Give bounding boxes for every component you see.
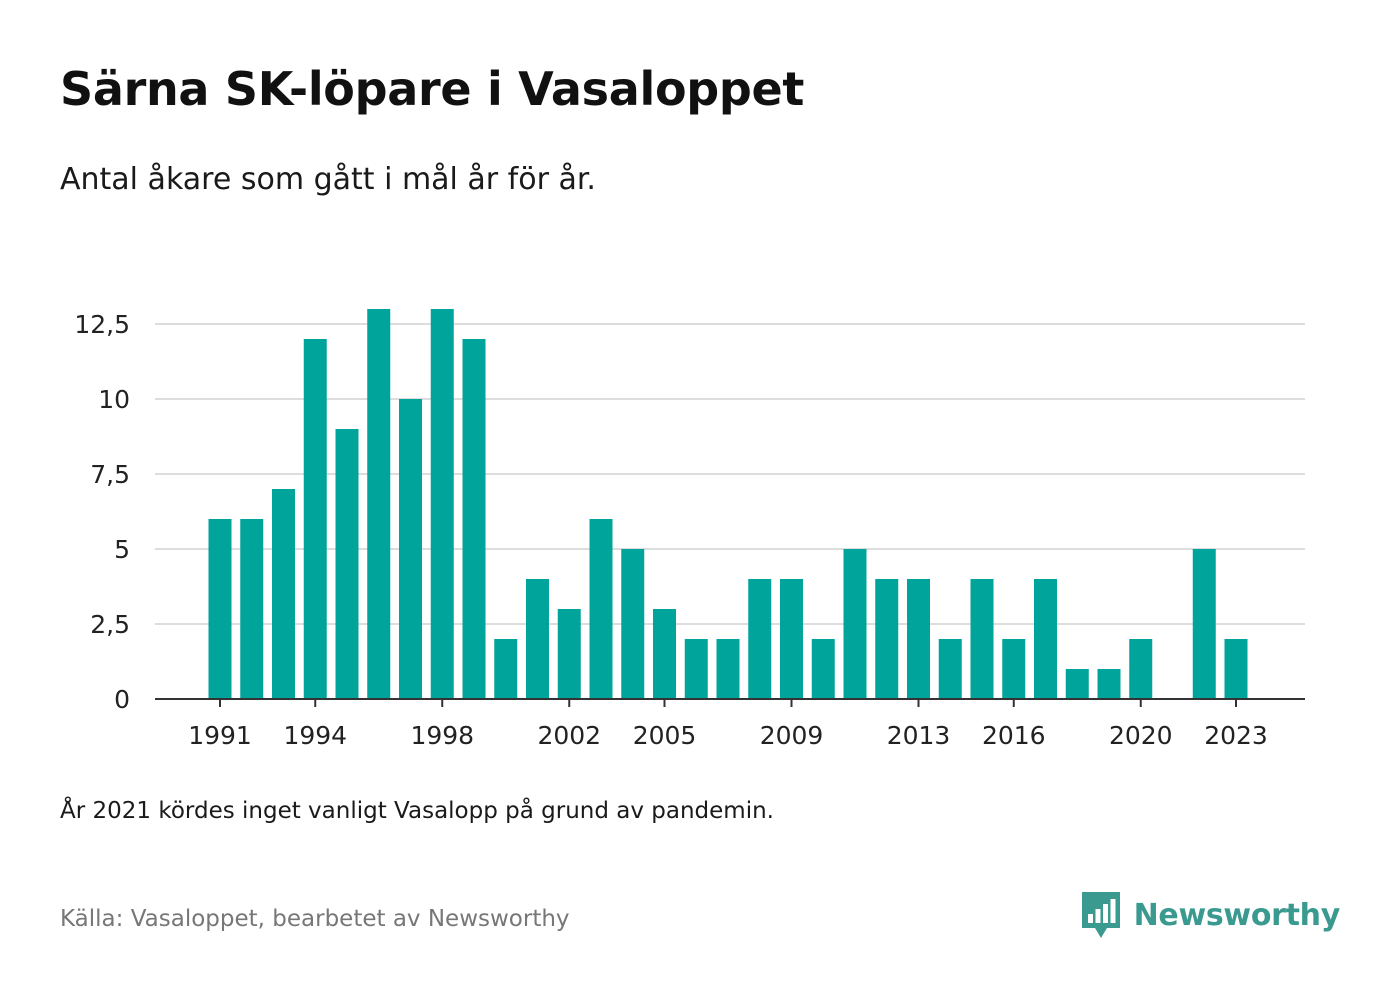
x-tick-label: 1994 bbox=[283, 721, 347, 750]
bar-2016 bbox=[1002, 639, 1026, 699]
y-tick-label: 5 bbox=[114, 535, 130, 564]
chart-subtitle: Antal åkare som gått i mål år för år. bbox=[60, 162, 596, 197]
bar-2006 bbox=[684, 639, 708, 699]
bar-2014 bbox=[938, 639, 962, 699]
x-tick-label: 1991 bbox=[188, 721, 252, 750]
x-tick-label: 2020 bbox=[1109, 721, 1173, 750]
bar-2015 bbox=[970, 579, 994, 699]
y-tick-label: 10 bbox=[98, 385, 130, 414]
bar-2020 bbox=[1129, 639, 1153, 699]
chart-note: År 2021 kördes inget vanligt Vasalopp på… bbox=[60, 798, 774, 824]
bar-1993 bbox=[272, 489, 295, 699]
source-text: Källa: Vasaloppet, bearbetet av Newswort… bbox=[60, 906, 570, 932]
bar-2004 bbox=[621, 549, 645, 699]
bar-2012 bbox=[875, 579, 899, 699]
bar-2018 bbox=[1065, 669, 1089, 699]
bar-1992 bbox=[240, 519, 264, 699]
bar-1999 bbox=[462, 339, 486, 699]
bar-2003 bbox=[589, 519, 613, 699]
x-tick-label: 2002 bbox=[537, 721, 601, 750]
bar-2022 bbox=[1192, 549, 1216, 699]
x-tick-label: 2016 bbox=[982, 721, 1046, 750]
bar-2009 bbox=[780, 579, 803, 699]
bar-1995 bbox=[335, 429, 359, 699]
x-tick-label: 1998 bbox=[410, 721, 474, 750]
bar-2011 bbox=[843, 549, 867, 699]
newsworthy-logo-icon bbox=[1081, 892, 1120, 938]
bar-2007 bbox=[716, 639, 740, 699]
bar-2001 bbox=[526, 579, 549, 699]
bar-2008 bbox=[748, 579, 772, 699]
brand-name: Newsworthy bbox=[1133, 897, 1341, 933]
bar-2019 bbox=[1097, 669, 1121, 699]
y-tick-label: 12,5 bbox=[74, 310, 130, 339]
bar-2000 bbox=[494, 639, 518, 699]
bar-2017 bbox=[1034, 579, 1057, 699]
bar-1994 bbox=[303, 339, 327, 699]
bar-1996 bbox=[367, 309, 391, 699]
x-tick-label: 2013 bbox=[887, 721, 951, 750]
bar-2005 bbox=[653, 609, 676, 699]
y-tick-label: 0 bbox=[114, 685, 130, 714]
bar-2023 bbox=[1224, 639, 1248, 699]
bar-2013 bbox=[907, 579, 930, 699]
newsworthy-brand: Newsworthy bbox=[1080, 890, 1340, 940]
bar-1997 bbox=[399, 399, 422, 699]
bar-1998 bbox=[430, 309, 454, 699]
bar-2002 bbox=[557, 609, 581, 699]
y-tick-label: 7,5 bbox=[90, 460, 130, 489]
chart-title: Särna SK-löpare i Vasaloppet bbox=[60, 62, 805, 116]
bar-2010 bbox=[811, 639, 835, 699]
x-tick-label: 2009 bbox=[760, 721, 824, 750]
bar-chart: 0 2,5 5 7,5 10 12,5 1991 1994 1998 2002 2005 2009 20… bbox=[74, 309, 1305, 750]
bar-1991 bbox=[208, 519, 232, 699]
x-tick-label: 2005 bbox=[633, 721, 697, 750]
x-tick-label: 2023 bbox=[1204, 721, 1268, 750]
y-tick-label: 2,5 bbox=[90, 610, 130, 639]
